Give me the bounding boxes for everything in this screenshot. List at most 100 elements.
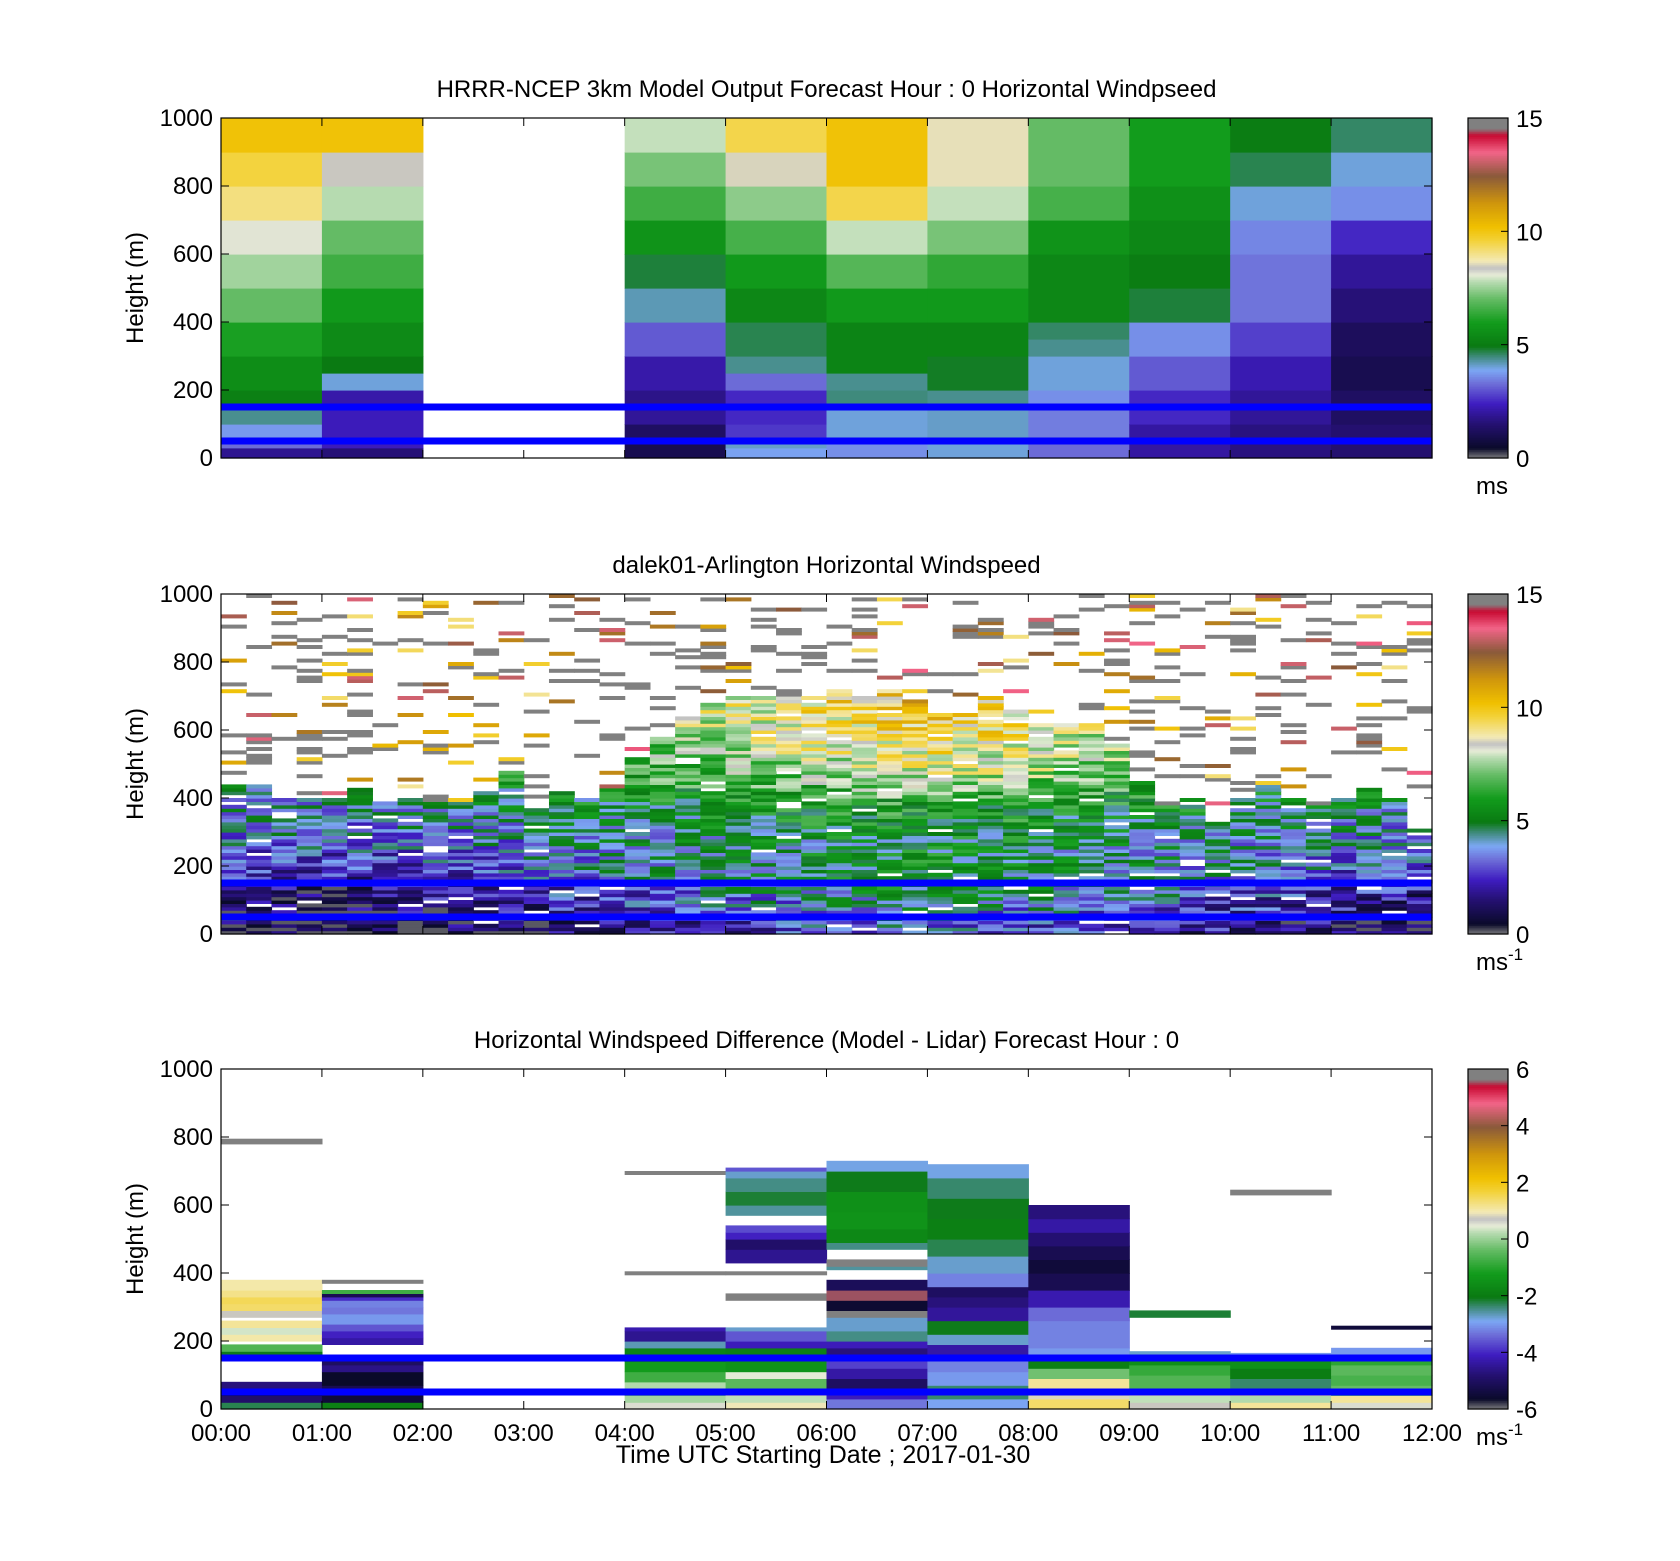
- heatmap-cell: [1104, 770, 1130, 775]
- heatmap-cell: [776, 862, 802, 867]
- colorbar-slice: [1468, 1254, 1508, 1257]
- heatmap-cell: [422, 811, 449, 816]
- colorbar-slice: [1468, 216, 1508, 219]
- heatmap-cell: [347, 692, 373, 697]
- heatmap-cell: [246, 889, 273, 894]
- heatmap-cell: [296, 849, 323, 853]
- heatmap-cell: [1356, 835, 1383, 840]
- heatmap-cell: [952, 842, 979, 847]
- heatmap-cell: [1356, 838, 1383, 843]
- heatmap-cell: [851, 730, 878, 734]
- heatmap-cell: [700, 757, 727, 762]
- y-tick-label: 0: [200, 1396, 213, 1423]
- heatmap-cell: [1104, 886, 1130, 891]
- heatmap-cell: [902, 713, 929, 717]
- heatmap-cell: [700, 821, 727, 826]
- heatmap-cell: [1230, 118, 1332, 153]
- heatmap-cell: [221, 808, 247, 813]
- heatmap-cell: [372, 923, 399, 928]
- heatmap-cell: [1129, 726, 1156, 731]
- heatmap-cell: [574, 872, 601, 877]
- heatmap-cell: [221, 1395, 323, 1403]
- heatmap-cell: [1230, 811, 1256, 816]
- colorbar-slice: [1468, 260, 1508, 264]
- heatmap-cell: [1129, 322, 1231, 357]
- heatmap-cell: [1230, 910, 1256, 915]
- heatmap-cell: [1230, 356, 1332, 391]
- heatmap-cell: [927, 845, 954, 850]
- heatmap-cell: [624, 835, 651, 840]
- heatmap-cell: [1381, 903, 1408, 908]
- heatmap-cell: [1179, 825, 1206, 830]
- heatmap-cell: [1356, 825, 1383, 830]
- heatmap-cell: [1078, 784, 1105, 789]
- heatmap-cell: [851, 774, 878, 779]
- heatmap-cell: [725, 842, 752, 847]
- heatmap-cell: [624, 288, 727, 323]
- heatmap-cell: [725, 696, 752, 700]
- heatmap-cell: [1028, 621, 1055, 626]
- colorbar-slice: [1468, 820, 1508, 823]
- heatmap-cell: [271, 832, 298, 836]
- colorbar-slice: [1468, 281, 1508, 284]
- heatmap-cell: [498, 815, 525, 819]
- colorbar-slice: [1468, 413, 1508, 417]
- heatmap-cell: [1255, 675, 1282, 680]
- heatmap-cell: [1104, 845, 1130, 850]
- heatmap-cell: [246, 896, 273, 901]
- heatmap-cell: [498, 838, 525, 843]
- heatmap-cell: [498, 835, 525, 840]
- colorbar-slice: [1468, 133, 1508, 136]
- heatmap-cell: [271, 835, 298, 840]
- heatmap-cell: [977, 825, 1004, 830]
- heatmap-cell: [927, 407, 1029, 442]
- heatmap-cell: [725, 845, 752, 850]
- heatmap-cell: [1104, 903, 1130, 908]
- heatmap-cell: [548, 893, 575, 898]
- heatmap-cell: [725, 1293, 828, 1301]
- heatmap-cell: [902, 706, 929, 711]
- heatmap-cell: [1129, 1310, 1231, 1318]
- heatmap-cell: [372, 723, 399, 728]
- heatmap-cell: [952, 862, 979, 867]
- colorbar-slice: [1468, 1296, 1508, 1300]
- heatmap-cell: [902, 719, 929, 724]
- heatmap-cell: [1154, 828, 1181, 833]
- heatmap-cell: [1255, 927, 1282, 932]
- heatmap-cell: [1053, 787, 1080, 792]
- heatmap-cell: [952, 808, 979, 813]
- heatmap-cell: [1053, 927, 1080, 932]
- heatmap-cell: [1053, 889, 1080, 894]
- heatmap-cell: [927, 886, 954, 891]
- colorbar-slice: [1468, 184, 1508, 187]
- heatmap-cell: [523, 662, 550, 666]
- heatmap-cell: [725, 801, 752, 806]
- heatmap-cell: [296, 832, 323, 836]
- heatmap-cell: [952, 628, 979, 632]
- heatmap-cell: [448, 930, 474, 935]
- heatmap-cell: [1356, 604, 1383, 609]
- heatmap-cell: [296, 804, 323, 809]
- heatmap-cell: [246, 910, 273, 915]
- colorbar-slice: [1468, 308, 1508, 311]
- heatmap-cell: [498, 876, 525, 881]
- heatmap-cell: [1003, 794, 1029, 799]
- y-tick-label: 200: [173, 1328, 213, 1355]
- heatmap-cell: [321, 220, 424, 255]
- heatmap-cell: [927, 784, 954, 789]
- heatmap-cell: [347, 808, 373, 813]
- heatmap-cell: [221, 791, 247, 796]
- heatmap-cell: [574, 849, 601, 853]
- heatmap-cell: [675, 859, 701, 864]
- heatmap-cell: [776, 743, 802, 748]
- heatmap-cell: [1053, 842, 1080, 847]
- colorbar-slice: [1468, 196, 1508, 199]
- heatmap-cell: [675, 886, 701, 891]
- heatmap-cell: [1078, 849, 1105, 853]
- y-tick-label: 800: [173, 1124, 213, 1151]
- colorbar-slice: [1468, 741, 1508, 745]
- heatmap-cell: [321, 825, 348, 830]
- heatmap-cell: [700, 859, 727, 864]
